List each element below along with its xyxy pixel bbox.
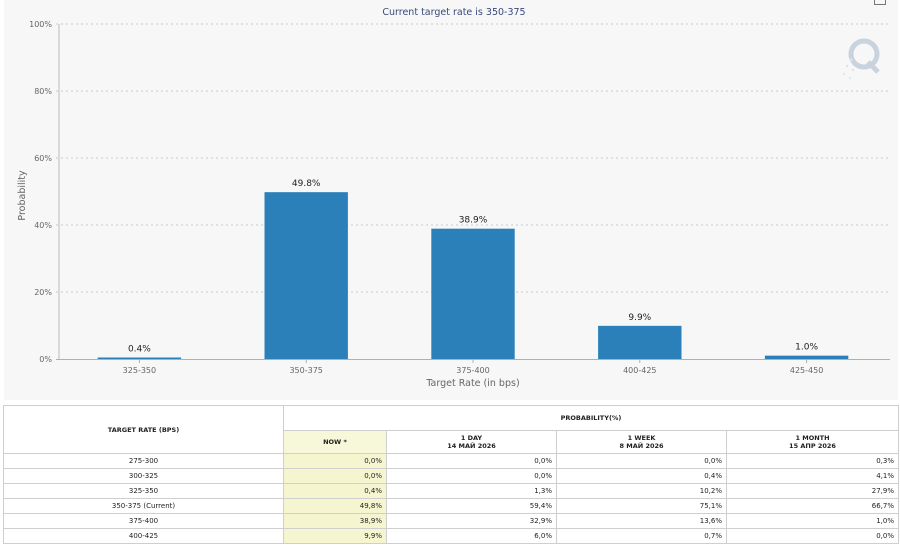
table-row: 325-350 0,4% 1,3% 10,2% 27,9% — [3, 483, 899, 499]
table-cell-1-day: 0,0% — [386, 453, 557, 469]
header-1-week-label: 1 WEEK — [627, 434, 656, 442]
chart-panel: Current target rate is 350-375 0% 20% 40% 60… — [4, 0, 898, 400]
bar — [598, 325, 682, 359]
y-tick-label: 60% — [34, 154, 52, 163]
table-cell-1-week: 0,4% — [556, 468, 727, 484]
y-tick-label: 100% — [29, 20, 52, 29]
header-1-week-date: 8 МАЙ 2026 — [619, 442, 664, 450]
table-cell-rate: 350-375 (Current) — [3, 498, 284, 514]
data-label: 1.0% — [795, 343, 818, 353]
table-cell-1-month: 0,3% — [726, 453, 899, 469]
table-cell-1-month: 1,0% — [726, 513, 899, 529]
table-cell-1-day: 0,0% — [386, 468, 557, 484]
header-1-day[interactable]: 1 DAY 14 МАЙ 2026 — [386, 430, 557, 454]
table-cell-now: 49,8% — [283, 498, 387, 514]
table-cell-1-day: 6,0% — [386, 528, 557, 544]
table-cell-rate: 275-300 — [3, 453, 284, 469]
table-cell-1-day: 32,9% — [386, 513, 557, 529]
bar — [264, 192, 348, 359]
table-cell-1-month: 66,7% — [726, 498, 899, 514]
table-cell-now: 0,0% — [283, 468, 387, 484]
table-cell-now: 38,9% — [283, 513, 387, 529]
data-label: 49.8% — [292, 179, 321, 189]
table-row: 350-375 (Current) 49,8% 59,4% 75,1% 66,7… — [3, 498, 899, 514]
header-now[interactable]: NOW * — [283, 430, 387, 454]
header-1-week[interactable]: 1 WEEK 8 МАЙ 2026 — [556, 430, 727, 454]
header-now-label: NOW * — [323, 438, 347, 446]
table-cell-1-week: 75,1% — [556, 498, 727, 514]
header-1-month-label: 1 MONTH — [795, 434, 830, 442]
table-cell-rate: 300-325 — [3, 468, 284, 484]
y-tick-label: 0% — [39, 355, 52, 364]
table-row: 300-325 0,0% 0,0% 0,4% 4,1% — [3, 468, 899, 484]
probability-table-container: TARGET RATE (BPS) PROBABILITY(%) NOW * 1… — [3, 405, 899, 544]
header-1-day-label: 1 DAY — [460, 434, 483, 442]
bar — [764, 355, 849, 359]
menu-icon[interactable] — [874, 0, 886, 5]
header-target-rate: TARGET RATE (BPS) — [3, 405, 284, 454]
y-tick-label: 20% — [34, 288, 52, 297]
table-row: 375-400 38,9% 32,9% 13,6% 1,0% — [3, 513, 899, 529]
x-tick-label: 400-425 — [623, 366, 656, 375]
table-cell-now: 0,0% — [283, 453, 387, 469]
bar — [431, 228, 515, 359]
table-cell-1-week: 13,6% — [556, 513, 727, 529]
data-label: 9.9% — [628, 313, 651, 323]
x-tick-label: 350-375 — [289, 366, 322, 375]
table-cell-now: 0,4% — [283, 483, 387, 499]
table-cell-now: 9,9% — [283, 528, 387, 544]
logo-icon — [843, 38, 880, 79]
table-row: 400-425 9,9% 6,0% 0,7% 0,0% — [3, 528, 899, 544]
table-cell-1-day: 1,3% — [386, 483, 557, 499]
header-1-month-date: 15 АПР 2026 — [789, 442, 836, 450]
table-row: 275-300 0,0% 0,0% 0,0% 0,3% — [3, 453, 899, 469]
y-axis-title: Probability — [17, 170, 28, 221]
x-tick-label: 375-400 — [456, 366, 489, 375]
x-axis-title: Target Rate (in bps) — [425, 378, 519, 389]
table-cell-1-week: 0,0% — [556, 453, 727, 469]
header-1-day-date: 14 МАЙ 2026 — [447, 442, 496, 450]
table-cell-1-month: 27,9% — [726, 483, 899, 499]
table-cell-1-day: 59,4% — [386, 498, 557, 514]
data-label: 38.9% — [459, 216, 488, 226]
data-label: 0.4% — [128, 345, 151, 355]
bar — [97, 357, 182, 359]
table-cell-1-month: 4,1% — [726, 468, 899, 484]
header-1-month[interactable]: 1 MONTH 15 АПР 2026 — [726, 430, 899, 454]
table-cell-1-week: 0,7% — [556, 528, 727, 544]
x-tick-label: 325-350 — [123, 366, 156, 375]
table-cell-rate: 375-400 — [3, 513, 284, 529]
bar-chart: Current target rate is 350-375 0% 20% 40% 60… — [17, 7, 890, 389]
table-cell-1-month: 0,0% — [726, 528, 899, 544]
y-tick-label: 40% — [34, 221, 52, 230]
y-tick-label: 80% — [34, 87, 52, 96]
table-cell-1-week: 10,2% — [556, 483, 727, 499]
table-cell-rate: 325-350 — [3, 483, 284, 499]
probability-table: TARGET RATE (BPS) PROBABILITY(%) NOW * 1… — [3, 405, 899, 544]
x-tick-label: 425-450 — [790, 366, 823, 375]
header-probability: PROBABILITY(%) — [283, 405, 899, 431]
table-cell-rate: 400-425 — [3, 528, 284, 544]
chart-subtitle: Current target rate is 350-375 — [382, 7, 525, 18]
